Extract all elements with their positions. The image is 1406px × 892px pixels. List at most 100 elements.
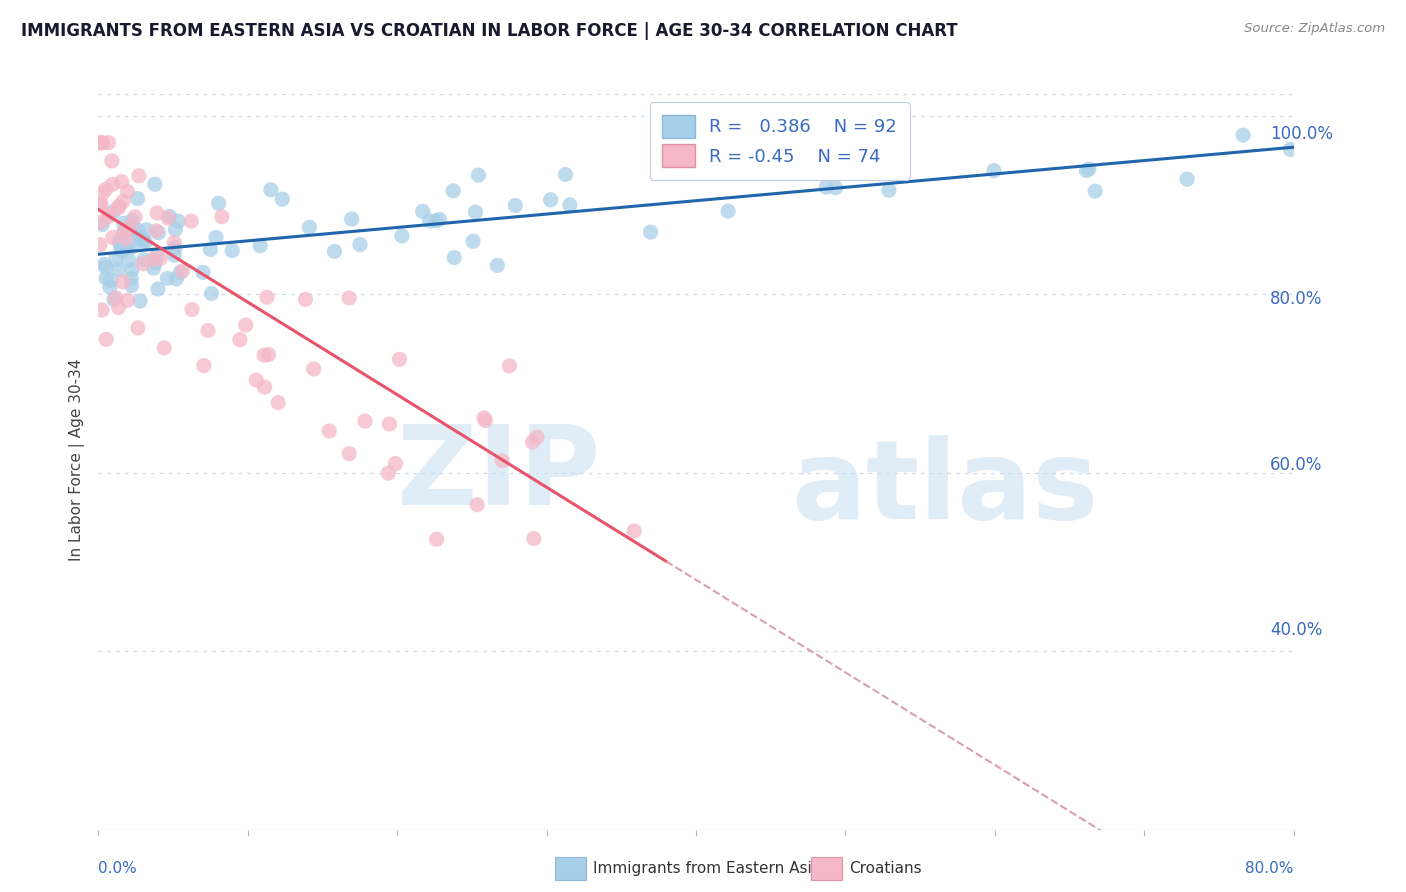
Point: [264, 324, 287, 338]
Text: Immigrants from Eastern Asia: Immigrants from Eastern Asia: [593, 862, 821, 876]
Point: [179, 295, 201, 310]
Point: [219, 233, 242, 247]
Point: [576, 202, 599, 217]
Point: [441, 236, 464, 251]
Point: [287, 250, 309, 264]
Point: [357, 228, 380, 243]
Point: [187, 278, 209, 293]
Point: [436, 447, 458, 461]
Point: [169, 197, 191, 211]
Point: [242, 268, 264, 283]
Point: [509, 214, 531, 228]
Point: [233, 242, 256, 256]
Point: [238, 222, 260, 236]
Point: [544, 208, 567, 222]
Point: [510, 179, 533, 194]
Point: [225, 340, 247, 354]
Point: [510, 485, 533, 500]
Point: [201, 231, 224, 245]
Point: [167, 150, 190, 164]
Point: [183, 209, 205, 223]
Point: [260, 356, 283, 370]
Point: [183, 242, 205, 256]
Point: [439, 351, 461, 365]
Point: [193, 259, 215, 273]
Point: [489, 256, 512, 270]
Text: atlas: atlas: [807, 425, 1115, 532]
Point: [738, 213, 761, 227]
Point: [170, 262, 193, 277]
Point: [735, 169, 758, 184]
Point: [322, 194, 344, 208]
Point: [228, 276, 250, 290]
Point: [218, 254, 240, 268]
Point: [167, 150, 190, 164]
Point: [591, 179, 613, 194]
Point: [177, 188, 200, 202]
Point: [318, 293, 340, 307]
Point: [880, 171, 903, 186]
Point: [177, 237, 200, 252]
Point: [180, 293, 202, 308]
Text: 80.0%: 80.0%: [1218, 822, 1265, 838]
Point: [186, 244, 208, 259]
Point: [205, 241, 228, 255]
Point: [267, 289, 290, 303]
Point: [191, 194, 214, 209]
Point: [191, 295, 214, 310]
Point: [195, 282, 218, 296]
Point: [215, 266, 238, 280]
Point: [221, 257, 243, 271]
Point: [194, 276, 217, 290]
Point: [1208, 143, 1230, 157]
Point: [201, 180, 224, 194]
Point: [517, 408, 540, 422]
Point: [208, 242, 231, 256]
Point: [395, 220, 418, 235]
Point: [188, 232, 211, 246]
Point: [277, 219, 299, 233]
Point: [166, 150, 188, 164]
Point: [236, 276, 259, 290]
Point: [319, 346, 342, 360]
Point: [430, 410, 453, 425]
Point: [668, 233, 690, 247]
Point: [219, 285, 242, 300]
Point: [561, 516, 583, 531]
Point: [217, 261, 239, 276]
Point: [187, 204, 209, 219]
Point: [233, 254, 256, 268]
Point: [198, 219, 221, 233]
Point: [408, 408, 430, 422]
Point: [239, 269, 262, 284]
Point: [353, 295, 375, 310]
Point: [860, 154, 883, 169]
Text: ZIP: ZIP: [430, 410, 633, 517]
Point: [191, 247, 214, 261]
Point: [394, 293, 416, 308]
Point: [188, 246, 211, 260]
Point: [166, 244, 188, 259]
Point: [312, 245, 335, 260]
Point: [260, 269, 283, 284]
Point: [271, 237, 294, 252]
Point: [595, 207, 617, 221]
Point: [205, 258, 228, 272]
Point: [235, 247, 257, 261]
Point: [174, 216, 197, 230]
Point: [274, 206, 297, 220]
Point: [429, 456, 451, 470]
Point: [174, 284, 197, 298]
Point: [174, 150, 197, 164]
Point: [187, 234, 209, 248]
Point: [183, 302, 205, 317]
Point: [174, 218, 197, 232]
Point: [380, 251, 402, 265]
Point: [202, 296, 225, 310]
Point: [205, 262, 228, 277]
Text: Croatians: Croatians: [849, 862, 922, 876]
Point: [249, 222, 271, 236]
Point: [329, 391, 352, 405]
Point: [560, 427, 582, 442]
Point: [195, 221, 218, 235]
